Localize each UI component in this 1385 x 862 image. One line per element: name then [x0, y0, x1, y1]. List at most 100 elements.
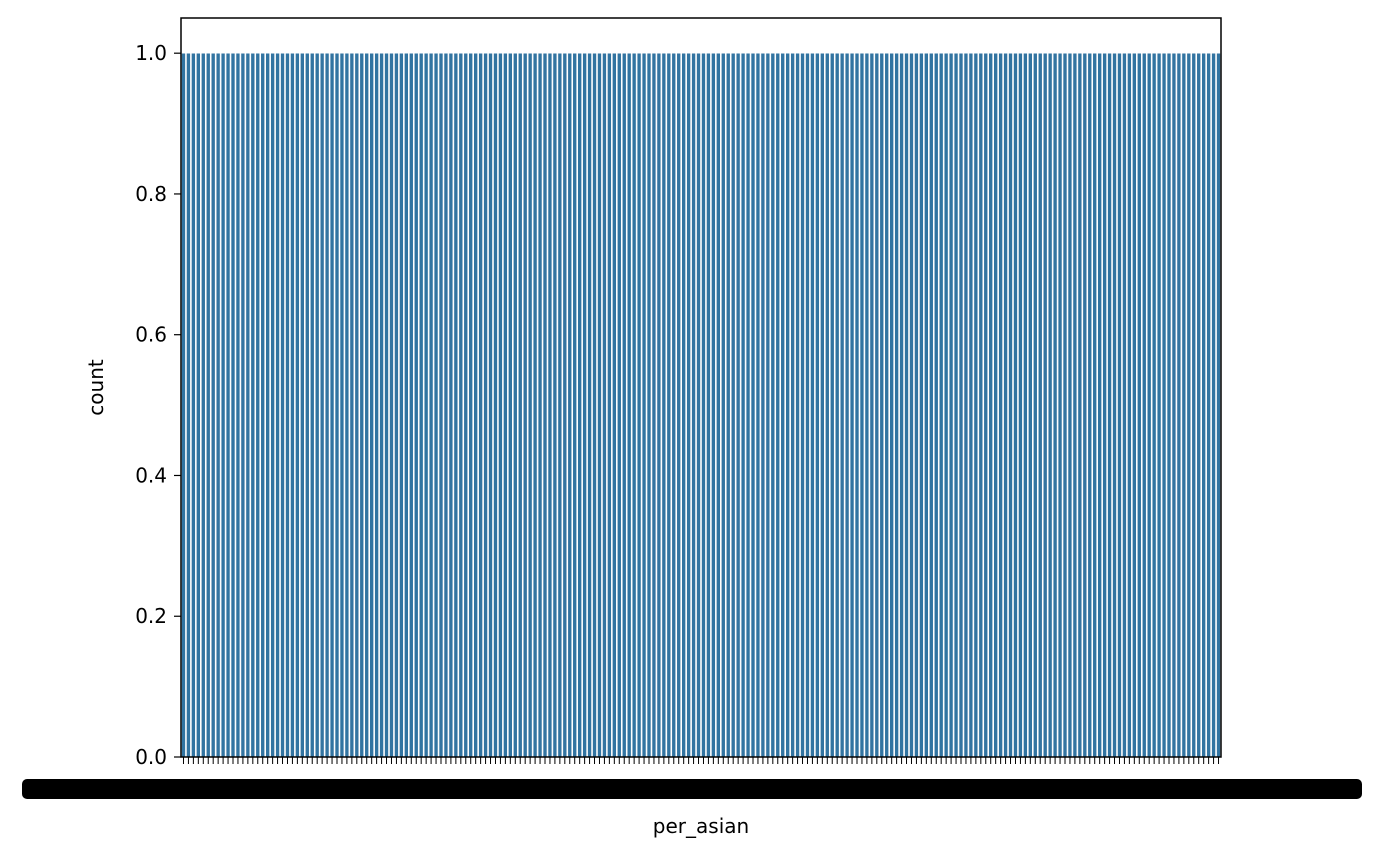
bar	[795, 52, 800, 758]
bar	[324, 52, 330, 758]
bar	[720, 52, 726, 758]
bar	[730, 52, 736, 758]
bar	[1047, 52, 1053, 758]
bar	[740, 52, 746, 758]
bar	[1028, 52, 1033, 758]
y-tick-label: 0.4	[135, 463, 167, 487]
plot-frame	[180, 17, 1222, 758]
bar	[1003, 52, 1008, 758]
bar	[626, 52, 632, 758]
bar	[953, 52, 959, 758]
bar	[1117, 52, 1122, 758]
bar	[344, 52, 350, 758]
x-ticks	[182, 757, 1220, 764]
bar	[235, 52, 241, 758]
bar	[1042, 52, 1048, 758]
bar	[785, 52, 790, 758]
bar	[498, 52, 503, 758]
bar	[646, 52, 652, 758]
bar	[671, 52, 677, 758]
bar	[572, 52, 577, 758]
bar	[577, 52, 582, 758]
bar	[1112, 52, 1117, 758]
bar	[612, 52, 617, 758]
y-axis-label: count	[84, 359, 108, 416]
bar	[478, 52, 483, 758]
y-tick-label: 1.0	[135, 41, 167, 65]
bar	[1057, 52, 1063, 758]
bar	[473, 52, 478, 758]
bar	[319, 52, 325, 758]
bar	[557, 52, 563, 758]
bar	[210, 52, 216, 758]
bar	[1102, 52, 1107, 758]
bar	[834, 52, 840, 758]
bar	[854, 52, 860, 758]
bar	[810, 52, 815, 758]
bar	[285, 52, 290, 758]
bar	[453, 52, 459, 758]
bar	[334, 52, 340, 758]
bar	[1141, 52, 1147, 758]
bar	[602, 52, 607, 758]
bar	[1181, 52, 1187, 758]
bar	[770, 52, 776, 758]
bar	[369, 52, 374, 758]
bar	[433, 52, 439, 758]
bar	[290, 52, 295, 758]
bar	[1052, 52, 1058, 758]
bar	[988, 52, 993, 758]
bar	[711, 52, 716, 758]
bar	[993, 52, 998, 758]
bar	[1176, 52, 1182, 758]
bar	[904, 52, 909, 758]
y-tick-label: 0.6	[135, 323, 167, 347]
bar	[928, 52, 934, 758]
bar	[582, 52, 587, 758]
bar	[765, 52, 771, 758]
bar	[384, 52, 389, 758]
bar	[701, 52, 706, 758]
bar	[760, 52, 766, 758]
x-tick-labels	[22, 779, 1362, 799]
bar	[1191, 52, 1197, 758]
bar	[364, 52, 369, 758]
bar	[805, 52, 810, 758]
bar	[205, 52, 211, 758]
y-tick-label: 0.2	[135, 604, 167, 628]
bar	[399, 52, 404, 758]
bar	[1008, 52, 1013, 758]
bar	[493, 52, 498, 758]
bar	[1072, 52, 1078, 758]
y-tick-label: 0.0	[135, 745, 167, 769]
bar	[1206, 52, 1211, 758]
bar	[874, 52, 880, 758]
bar	[423, 52, 429, 758]
bar	[815, 52, 820, 758]
bar	[1127, 52, 1132, 758]
bar	[1033, 52, 1038, 758]
bar	[1211, 52, 1216, 758]
bar	[844, 52, 850, 758]
bar	[691, 52, 696, 758]
bar	[631, 52, 637, 758]
bar	[512, 52, 518, 758]
bar	[1097, 52, 1102, 758]
bar	[527, 52, 533, 758]
bar	[488, 52, 493, 758]
bar	[354, 52, 360, 758]
bar	[275, 52, 280, 758]
x-tick-label-band	[22, 779, 1362, 799]
bar	[597, 52, 602, 758]
bar	[339, 52, 345, 758]
bar	[745, 52, 751, 758]
bar	[1171, 52, 1177, 758]
bar	[636, 52, 642, 758]
bar	[592, 52, 597, 758]
bar	[1137, 52, 1142, 758]
bar	[1122, 52, 1127, 758]
bar	[973, 52, 979, 758]
bar	[1156, 52, 1162, 758]
